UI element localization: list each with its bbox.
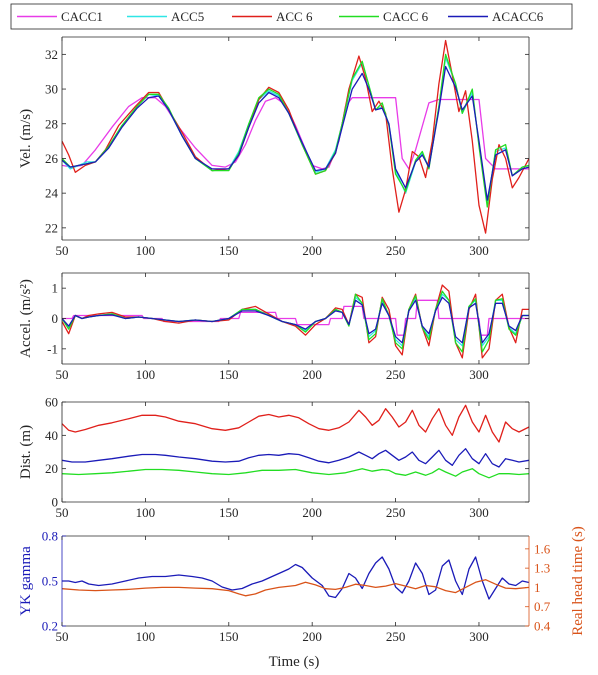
- x-tick-label: 250: [386, 505, 406, 520]
- x-tick-label: 50: [56, 243, 69, 258]
- y-axis-label-yk-gamma: YK gamma: [18, 546, 34, 616]
- x-tick-label: 200: [302, 367, 322, 382]
- x-tick-label: 50: [56, 629, 69, 644]
- x-tick-label: 100: [136, 243, 156, 258]
- x-tick-label: 300: [469, 367, 489, 382]
- x-tick-label: 100: [136, 505, 156, 520]
- legend-label-2: ACC 6: [276, 9, 313, 24]
- y-axis-label-distance: Dist. (m): [18, 425, 34, 479]
- x-tick-label: 200: [302, 629, 322, 644]
- legend: CACC1 ACC5 ACC 6 CACC 6 ACACC6: [10, 3, 573, 30]
- plot-area: [62, 37, 529, 240]
- series-line-cacc-6: [62, 468, 529, 479]
- y-tick-label: 0: [52, 495, 59, 510]
- x-tick-label: 200: [302, 505, 322, 520]
- y-tick-label: 22: [45, 220, 58, 235]
- x-tick-label: 250: [386, 629, 406, 644]
- series-line-real-head-time: [62, 579, 529, 597]
- y-tick-label: -1: [47, 341, 58, 356]
- x-tick-label: 150: [219, 367, 239, 382]
- y-tick-label: 24: [45, 186, 59, 201]
- x-tick-label: 250: [386, 243, 406, 258]
- panel-yk-gamma: 50 100 150 200 250 300 0.2 0.5 0.8 0.4 0.7 1 1.3 1.6 Y…: [18, 526, 586, 644]
- y-tick-label-right: 1.3: [534, 561, 550, 576]
- legend-label-1: ACC5: [171, 9, 204, 24]
- legend-label-3: CACC 6: [383, 9, 429, 24]
- panel-acceleration: 50 100 150 200 250 300 -1 0 1 Accel. (m/s²): [18, 272, 530, 382]
- series-line-acc-6: [62, 404, 529, 443]
- y-tick-label: 0: [52, 311, 59, 326]
- legend-entries: CACC1 ACC5 ACC 6 CACC 6 ACACC6: [17, 9, 544, 24]
- x-tick-label: 150: [219, 505, 239, 520]
- series-line-acacc6: [62, 65, 529, 201]
- y-tick-label-right: 1.6: [534, 541, 551, 556]
- x-tick-label: 150: [219, 629, 239, 644]
- series-group: [62, 39, 529, 234]
- y-tick-label: 1: [52, 281, 59, 296]
- legend-label-0: CACC1: [61, 9, 103, 24]
- y-tick-label: 20: [45, 461, 58, 476]
- y-tick-label: 0.5: [42, 574, 58, 589]
- panel-distance: 50 100 150 200 250 300 0 20 40 60 Dist. (m): [18, 395, 530, 520]
- panel-velocity: 50 100 150 200 250 300 22 24 26 28 30 32 Vel. (m/s): [18, 36, 530, 258]
- x-tick-label: 300: [469, 629, 489, 644]
- x-tick-label: 300: [469, 505, 489, 520]
- y-tick-label-right: 1: [534, 580, 541, 595]
- y-tick-label: 40: [45, 428, 58, 443]
- x-tick-label: 250: [386, 367, 406, 382]
- y-tick-label-right: 0.4: [534, 619, 551, 634]
- legend-label-4: ACACC6: [492, 9, 544, 24]
- x-tick-label: 50: [56, 505, 69, 520]
- series-line-acacc6: [62, 296, 529, 344]
- y-axis-label-velocity: Vel. (m/s): [18, 109, 34, 168]
- series-line-acacc6: [62, 448, 529, 468]
- series-line-acc-6: [62, 39, 529, 234]
- y-tick-label: 30: [45, 82, 58, 97]
- x-axis-label: Time (s): [269, 654, 320, 670]
- x-tick-label: 200: [302, 243, 322, 258]
- plot-area: [62, 536, 529, 626]
- y-tick-label: 26: [45, 151, 59, 166]
- y-tick-label: 0.8: [42, 529, 58, 544]
- y-tick-label: 60: [45, 395, 58, 410]
- y-tick-label: 0.2: [42, 619, 58, 634]
- series-group: [62, 556, 529, 600]
- y-tick-label-right: 0.7: [534, 599, 551, 614]
- y-tick-label: 32: [45, 47, 58, 62]
- x-tick-label: 150: [219, 243, 239, 258]
- x-tick-label: 100: [136, 367, 156, 382]
- x-tick-label: 300: [469, 243, 489, 258]
- x-tick-label: 100: [136, 629, 156, 644]
- plot-area: [62, 402, 529, 502]
- y-axis-label-acceleration: Accel. (m/s²): [18, 279, 34, 358]
- y-tick-label: 28: [45, 116, 58, 131]
- series-group: [62, 404, 529, 479]
- series-group: [62, 284, 529, 359]
- y-axis-label-head-time: Real head time (s): [570, 526, 586, 636]
- series-line-yk-gamma: [62, 556, 529, 600]
- x-tick-label: 50: [56, 367, 69, 382]
